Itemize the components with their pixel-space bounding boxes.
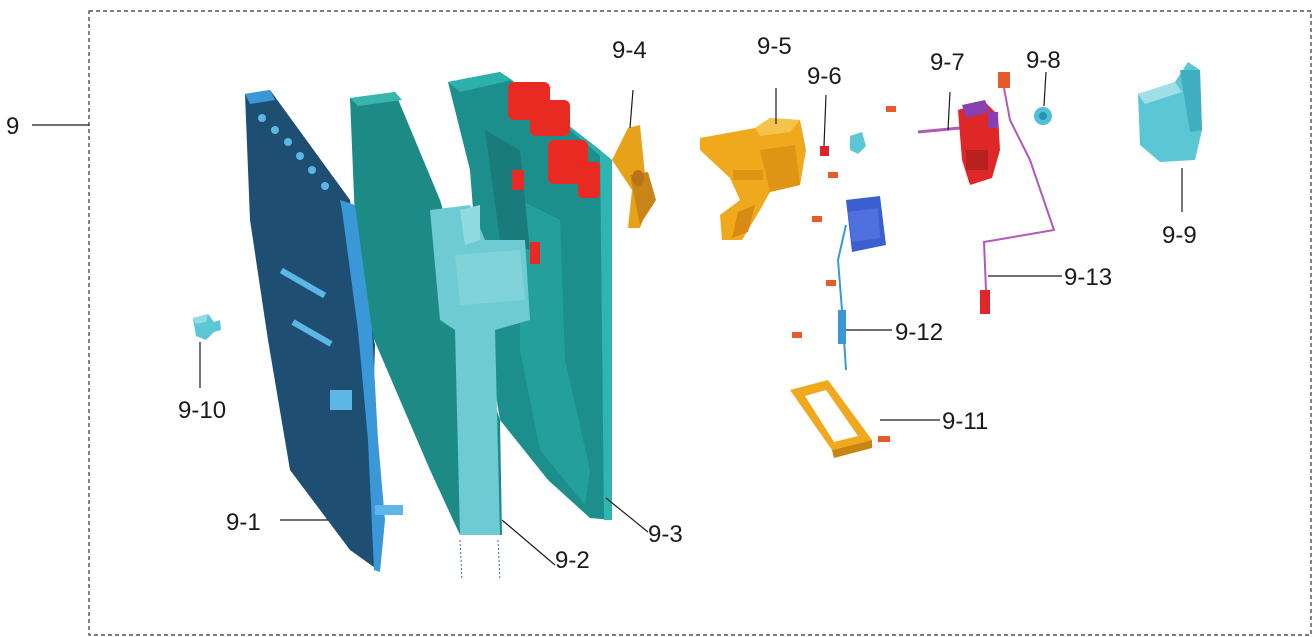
part-9-6-clip	[820, 146, 829, 156]
part-9-12-thermistor	[836, 196, 886, 371]
label-9-4: 9-4	[612, 37, 647, 64]
leader-lines	[199, 71, 1183, 566]
label-9-9: 9-9	[1162, 222, 1197, 249]
group-label-9: 9	[6, 113, 89, 140]
part-9-4-fan-blade	[612, 125, 656, 228]
sensor-clip-left	[850, 132, 866, 154]
screws	[792, 106, 896, 442]
part-9-5-fan-bracket	[700, 118, 806, 240]
group-label-text: 9	[6, 113, 19, 140]
label-9-10: 9-10	[178, 397, 226, 424]
part-9-2-insulation-panel	[350, 92, 530, 581]
label-9-1: 9-1	[226, 509, 261, 536]
part-9-13-sensor-wire	[980, 72, 1056, 314]
part-9-7-damper	[917, 100, 1000, 185]
part-9-8-sensor-clip	[1034, 107, 1052, 125]
label-9-6: 9-6	[807, 63, 842, 90]
part-9-11-foam-gasket	[790, 380, 872, 458]
label-9-8: 9-8	[1026, 47, 1061, 74]
part-9-10-rivet-clip	[193, 314, 221, 340]
label-9-11: 9-11	[942, 408, 988, 435]
label-9-2: 9-2	[555, 547, 590, 574]
label-9-13: 9-13	[1064, 264, 1112, 291]
label-9-5: 9-5	[757, 33, 792, 60]
part-labels: 9-1 9-2 9-3 9-4 9-5 9-6 9-7 9-8 9-9 9-10…	[178, 33, 1197, 574]
part-9-1-front-cover	[245, 90, 403, 572]
part-9-3-rear-duct-cover	[448, 72, 612, 520]
label-9-3: 9-3	[648, 521, 683, 548]
assembly-frame	[88, 10, 1312, 636]
label-9-7: 9-7	[930, 49, 965, 76]
part-9-9-duct-housing	[1138, 62, 1202, 162]
label-9-12: 9-12	[895, 319, 943, 346]
